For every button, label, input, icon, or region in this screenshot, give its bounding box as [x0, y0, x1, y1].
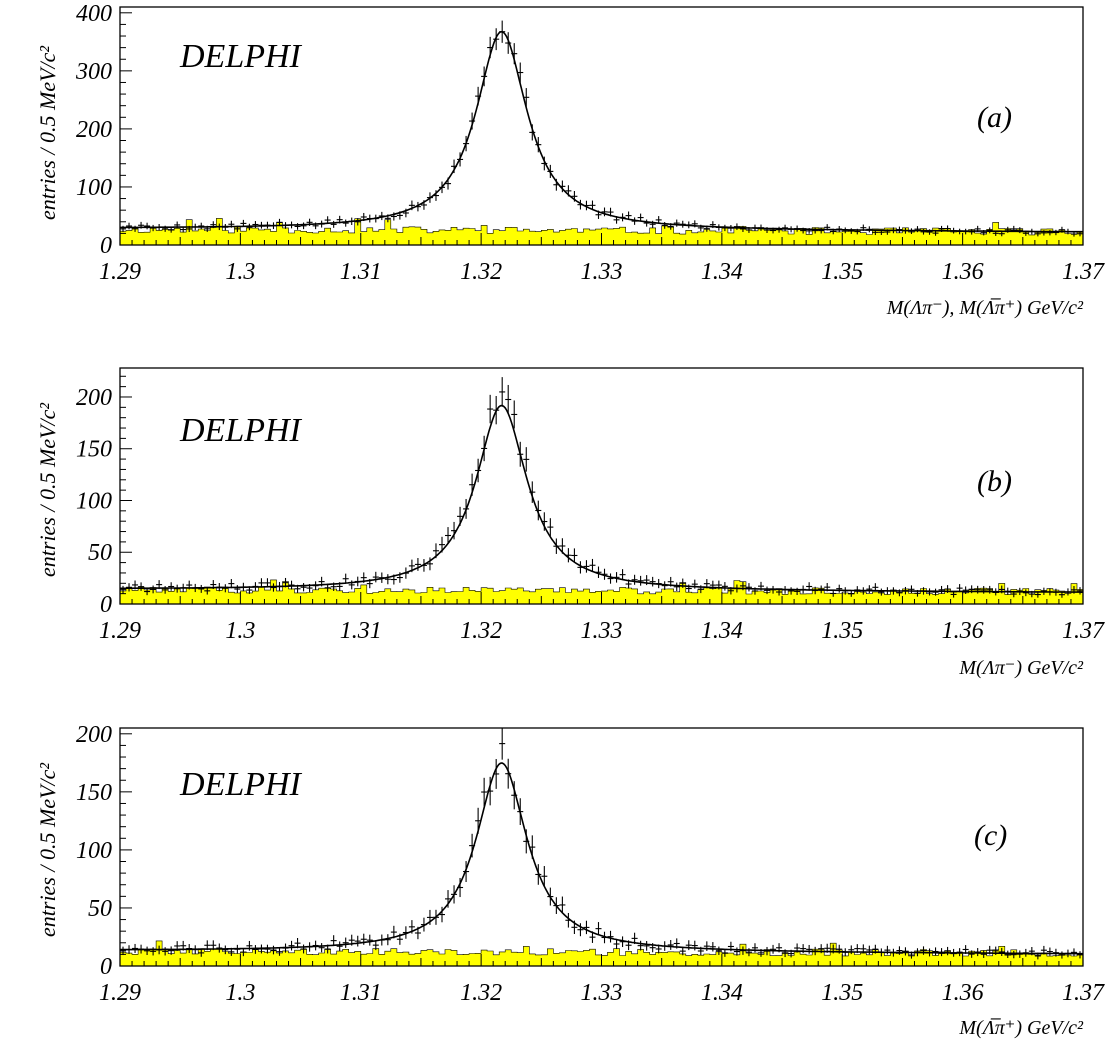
y-axis-label-b: entries / 0.5 MeV/c²	[35, 403, 60, 577]
x-axis-label-b: M(Λπ⁻) GeV/c²	[958, 657, 1084, 679]
y-tick-label: 100	[76, 488, 112, 514]
x-tick-label: 1.37	[1062, 618, 1105, 644]
panel-a: 1.29 1.3 1.31 1.32 1.33 1.34 1.35 1.36 1.37 0 100 2…	[35, 1, 1105, 319]
x-axis-label-c: M(Λ̅π⁺) GeV/c²	[958, 1017, 1084, 1039]
y-axis-label-a: entries / 0.5 MeV/c²	[35, 46, 60, 220]
y-tick-label: 50	[88, 540, 112, 566]
y-tick-label: 0	[100, 954, 112, 980]
x-tick-label: 1.36	[942, 618, 984, 644]
x-tick-label: 1.33	[581, 618, 623, 644]
x-tick-label: 1.29	[99, 618, 141, 644]
x-tick-label: 1.3	[225, 259, 255, 285]
x-tick-label: 1.36	[942, 259, 984, 285]
x-tick-label: 1.32	[460, 618, 502, 644]
x-tick-label: 1.31	[340, 259, 382, 285]
x-tick-label: 1.36	[942, 980, 984, 1006]
x-tick-label: 1.37	[1062, 259, 1105, 285]
y-tick-label: 150	[76, 437, 112, 463]
delphi-label-c: DELPHI	[179, 766, 303, 803]
x-axis-label-a: M(Λπ⁻), M(Λ̅π⁺) GeV/c²	[886, 297, 1084, 319]
y-tick-label: 0	[100, 592, 112, 618]
x-tick-label: 1.34	[701, 259, 743, 285]
delphi-label-a: DELPHI	[179, 38, 303, 75]
panel-b: 1.29 1.3 1.31 1.32 1.33 1.34 1.35 1.36 1.37 0 50 10…	[35, 367, 1105, 679]
x-tick-label: 1.3	[225, 980, 255, 1006]
delphi-label-b: DELPHI	[179, 412, 303, 449]
y-tick-label: 50	[88, 896, 112, 922]
x-tick-label: 1.37	[1062, 980, 1105, 1006]
data-points-c	[120, 727, 1083, 960]
x-tick-label: 1.33	[581, 980, 623, 1006]
x-tick-label: 1.34	[701, 980, 743, 1006]
panel-label-c: (c)	[974, 819, 1007, 852]
y-tick-label: 150	[76, 780, 112, 806]
y-tick-label: 0	[100, 233, 112, 259]
x-tick-label: 1.29	[99, 980, 141, 1006]
x-tick-label: 1.35	[821, 618, 863, 644]
y-axis-label-c: entries / 0.5 MeV/c²	[35, 763, 60, 937]
panel-c: 1.29 1.3 1.31 1.32 1.33 1.34 1.35 1.36 1.37 0 50 10…	[35, 722, 1105, 1039]
x-tick-label: 1.3	[225, 618, 255, 644]
fit-curve-c	[120, 762, 1083, 955]
data-points-a	[120, 20, 1083, 237]
y-tick-label: 200	[76, 117, 112, 143]
x-tick-label: 1.31	[340, 980, 382, 1006]
axis-ticks-c: 1.29 1.3 1.31 1.32 1.33 1.34 1.35 1.36 1.37 0 50 10…	[76, 722, 1105, 1006]
x-tick-label: 1.33	[581, 259, 623, 285]
fit-curve-a	[120, 30, 1083, 233]
panel-label-b: (b)	[977, 465, 1012, 498]
axis-ticks-a: 1.29 1.3 1.31 1.32 1.33 1.34 1.35 1.36 1.37 0 100 2…	[75, 1, 1105, 285]
x-tick-label: 1.29	[99, 259, 141, 285]
x-tick-label: 1.32	[460, 259, 502, 285]
y-tick-label: 400	[76, 1, 112, 27]
panel-label-a: (a)	[977, 101, 1012, 134]
plot-frame-c	[119, 727, 1084, 967]
x-tick-label: 1.32	[460, 980, 502, 1006]
x-tick-label: 1.35	[821, 259, 863, 285]
x-tick-label: 1.35	[821, 980, 863, 1006]
x-tick-label: 1.34	[701, 618, 743, 644]
y-tick-label: 100	[76, 175, 112, 201]
y-tick-label: 300	[75, 59, 112, 85]
y-tick-label: 200	[76, 385, 112, 411]
y-tick-label: 100	[76, 838, 112, 864]
plot-frame-b	[119, 367, 1084, 605]
y-tick-label: 200	[76, 722, 112, 748]
data-points-b	[120, 377, 1083, 598]
x-tick-label: 1.31	[340, 618, 382, 644]
axis-ticks-b: 1.29 1.3 1.31 1.32 1.33 1.34 1.35 1.36 1.37 0 50 10…	[76, 375, 1105, 644]
